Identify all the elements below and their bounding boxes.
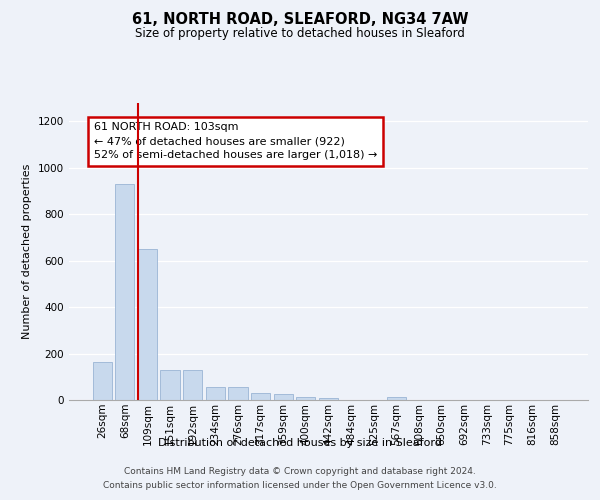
Text: Size of property relative to detached houses in Sleaford: Size of property relative to detached ho… [135, 28, 465, 40]
Bar [160, 370, 180, 400]
Bar [229, 388, 248, 400]
Bar [92, 362, 112, 400]
Text: Distribution of detached houses by size in Sleaford: Distribution of detached houses by size … [158, 438, 442, 448]
Bar [274, 394, 293, 400]
Bar [319, 398, 338, 400]
Bar [296, 397, 316, 400]
Bar [251, 394, 270, 400]
Text: Contains HM Land Registry data © Crown copyright and database right 2024.: Contains HM Land Registry data © Crown c… [124, 468, 476, 476]
Y-axis label: Number of detached properties: Number of detached properties [22, 164, 32, 339]
Bar [387, 397, 406, 400]
Text: Contains public sector information licensed under the Open Government Licence v3: Contains public sector information licen… [103, 481, 497, 490]
Bar [138, 250, 157, 400]
Bar [115, 184, 134, 400]
Text: 61 NORTH ROAD: 103sqm
← 47% of detached houses are smaller (922)
52% of semi-det: 61 NORTH ROAD: 103sqm ← 47% of detached … [94, 122, 377, 160]
Text: 61, NORTH ROAD, SLEAFORD, NG34 7AW: 61, NORTH ROAD, SLEAFORD, NG34 7AW [132, 12, 468, 28]
Bar [206, 387, 225, 400]
Bar [183, 370, 202, 400]
